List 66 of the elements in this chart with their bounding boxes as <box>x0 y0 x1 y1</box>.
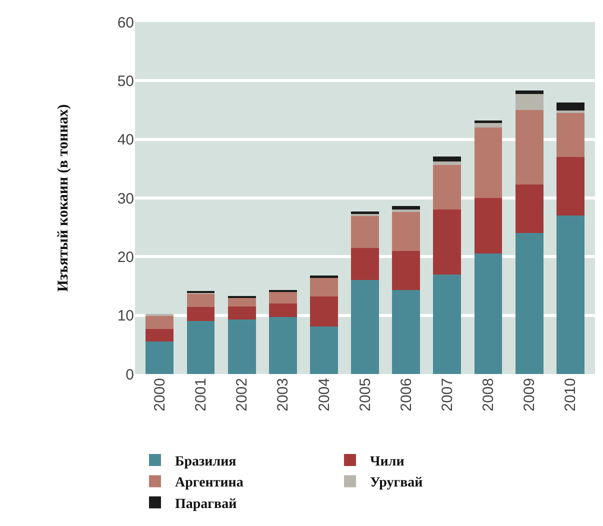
bar <box>433 274 462 374</box>
bar <box>351 248 379 280</box>
bar <box>515 184 544 234</box>
bar <box>146 315 174 329</box>
bar <box>228 319 256 374</box>
bar <box>392 211 420 251</box>
legend-label: Бразилия <box>175 454 237 470</box>
bar <box>146 342 174 374</box>
bar <box>186 307 215 322</box>
y-tick-label: 10 <box>117 308 134 325</box>
y-tick-label: 20 <box>117 248 134 266</box>
bar <box>268 317 297 374</box>
bar <box>433 165 462 210</box>
bar <box>474 254 502 374</box>
bar <box>186 321 215 374</box>
bar <box>433 156 462 162</box>
bar <box>515 90 544 94</box>
legend-label: Аргентина <box>175 476 244 491</box>
x-tick-label: 2003 <box>274 378 292 412</box>
x-tick-label: 2006 <box>398 378 415 412</box>
bar <box>228 306 256 320</box>
y-tick-label: 40 <box>117 132 134 149</box>
bar <box>392 250 420 290</box>
bar <box>556 156 584 216</box>
x-tick-label: 2009 <box>521 378 538 412</box>
bar <box>310 296 338 326</box>
y-tick-label: 50 <box>117 72 134 90</box>
legend-label: Чили <box>370 454 404 470</box>
bar <box>351 280 379 374</box>
bar <box>433 162 462 166</box>
x-tick-label: 2004 <box>316 378 333 412</box>
y-tick-label: 60 <box>117 14 134 32</box>
legend-label: Парагвай <box>175 496 237 512</box>
y-tick-label: 0 <box>126 366 134 384</box>
bar <box>228 298 256 307</box>
legend-label: Уругвай <box>370 476 423 491</box>
bar <box>392 290 420 374</box>
bar <box>474 128 502 198</box>
bar <box>351 211 379 214</box>
bar <box>392 206 420 210</box>
bar <box>474 122 502 128</box>
y-tick-label: 30 <box>117 190 134 208</box>
x-tick-label: 2002 <box>234 378 251 412</box>
bar <box>515 94 544 110</box>
x-tick-label: 2008 <box>480 378 498 412</box>
bar <box>146 328 174 342</box>
bar <box>310 326 338 374</box>
bar <box>186 293 215 308</box>
bar <box>351 216 379 248</box>
bar <box>515 233 544 374</box>
bar <box>556 102 584 111</box>
x-tick-label: 2001 <box>192 378 210 412</box>
bar <box>268 292 297 304</box>
x-tick-label: 2000 <box>152 378 169 412</box>
bar <box>433 210 462 274</box>
bar <box>310 275 338 278</box>
x-tick-label: 2007 <box>439 378 456 412</box>
bar <box>268 304 297 318</box>
y-axis-title: Изъятый кокаин (в тоннах) <box>56 104 72 292</box>
x-tick-label: 2010 <box>562 378 580 412</box>
bar <box>515 110 544 185</box>
bar <box>310 278 338 297</box>
x-tick-label: 2005 <box>356 378 374 412</box>
bar <box>556 112 584 157</box>
bar <box>556 216 584 374</box>
bar <box>474 198 502 254</box>
